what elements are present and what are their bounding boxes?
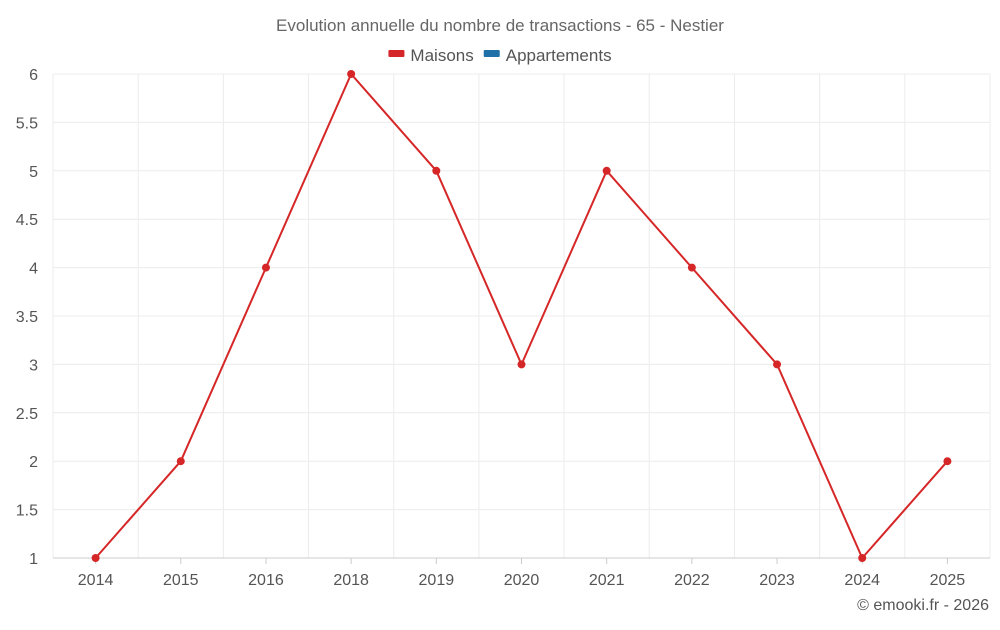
y-tick-label: 4 bbox=[29, 261, 38, 278]
y-tick-label: 4.5 bbox=[16, 212, 38, 229]
y-tick-label: 6 bbox=[29, 67, 38, 84]
data-point-maisons[interactable] bbox=[773, 360, 782, 369]
data-point-maisons[interactable] bbox=[602, 166, 611, 175]
series-layer bbox=[91, 70, 952, 562]
data-point-maisons[interactable] bbox=[687, 263, 696, 272]
grid bbox=[52, 73, 991, 559]
legend-item-maisons[interactable]: Maisons bbox=[388, 46, 474, 65]
x-tick-label: 2014 bbox=[78, 572, 114, 589]
y-tick-label: 5 bbox=[29, 164, 38, 181]
x-tick-label: 2023 bbox=[759, 572, 795, 589]
y-tick-label: 3.5 bbox=[16, 309, 38, 326]
legend-label: Appartements bbox=[506, 46, 612, 65]
x-tick-label: 2016 bbox=[248, 572, 284, 589]
x-tick-label: 2019 bbox=[419, 572, 455, 589]
data-point-maisons[interactable] bbox=[176, 457, 185, 466]
x-tick-label: 2025 bbox=[930, 572, 966, 589]
data-point-maisons[interactable] bbox=[858, 554, 867, 562]
y-tick-label: 1 bbox=[29, 551, 38, 568]
legend-swatch bbox=[388, 50, 405, 57]
axes: 1 1.5 2 2.5 3 3.5 4 4.5 5 5.5 6 2014 2015 2016 2018 201… bbox=[16, 67, 966, 589]
x-tick-label: 2024 bbox=[844, 572, 880, 589]
x-tick-label: 2021 bbox=[589, 572, 625, 589]
credit-text: © emooki.fr - 2026 bbox=[857, 597, 989, 614]
x-tick-label: 2018 bbox=[333, 572, 369, 589]
data-point-maisons[interactable] bbox=[261, 263, 270, 272]
chart-title: Evolution annuelle du nombre de transact… bbox=[276, 16, 724, 35]
x-tick-label: 2022 bbox=[674, 572, 710, 589]
y-tick-label: 1.5 bbox=[16, 503, 38, 520]
data-point-maisons[interactable] bbox=[91, 554, 100, 562]
y-tick-label: 5.5 bbox=[16, 115, 38, 132]
legend-swatch bbox=[483, 50, 500, 57]
legend-item-appartements[interactable]: Appartements bbox=[483, 46, 612, 65]
y-tick-label: 3 bbox=[29, 357, 38, 374]
data-point-maisons[interactable] bbox=[432, 166, 441, 175]
y-tick-label: 2.5 bbox=[16, 406, 38, 423]
data-point-maisons[interactable] bbox=[347, 70, 356, 78]
legend: Maisons Appartements bbox=[388, 46, 612, 65]
data-point-maisons[interactable] bbox=[943, 457, 952, 466]
x-tick-label: 2020 bbox=[504, 572, 540, 589]
legend-label: Maisons bbox=[410, 46, 473, 65]
data-point-maisons[interactable] bbox=[517, 360, 526, 369]
x-tick-label: 2015 bbox=[163, 572, 199, 589]
y-tick-label: 2 bbox=[29, 454, 38, 471]
